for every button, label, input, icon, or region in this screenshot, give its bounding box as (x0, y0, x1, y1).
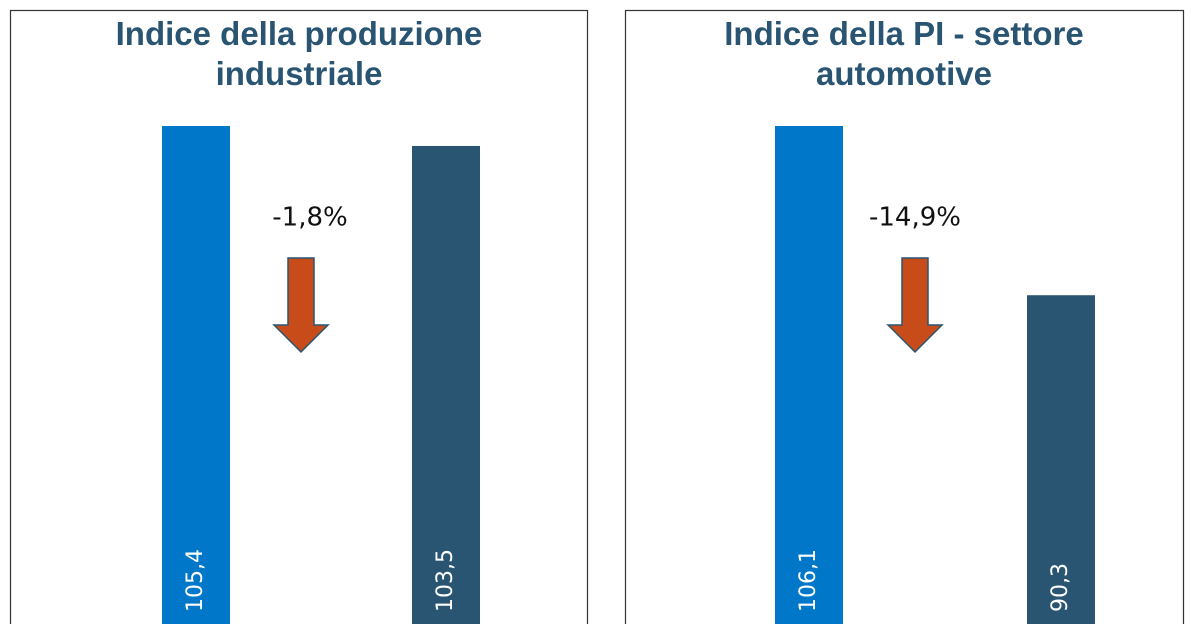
value-label: 106,1 (796, 549, 821, 612)
panel-border (624, 9, 1185, 624)
bar (162, 126, 230, 624)
panel-border (9, 9, 589, 624)
bar (412, 145, 480, 624)
value-label: 105,4 (183, 549, 208, 612)
value-label: 103,5 (433, 549, 458, 612)
arrow (272, 257, 330, 354)
arrow (886, 257, 944, 354)
annotation: -14,9% (869, 203, 961, 233)
chart-title: Indice della PI - settore automotive (724, 15, 1084, 92)
chart-title: Indice della produzione industriale (115, 15, 483, 92)
annotation: -1,8% (272, 203, 347, 233)
bar (1027, 295, 1095, 624)
value-label: 90,3 (1048, 563, 1073, 612)
bar (775, 126, 843, 624)
